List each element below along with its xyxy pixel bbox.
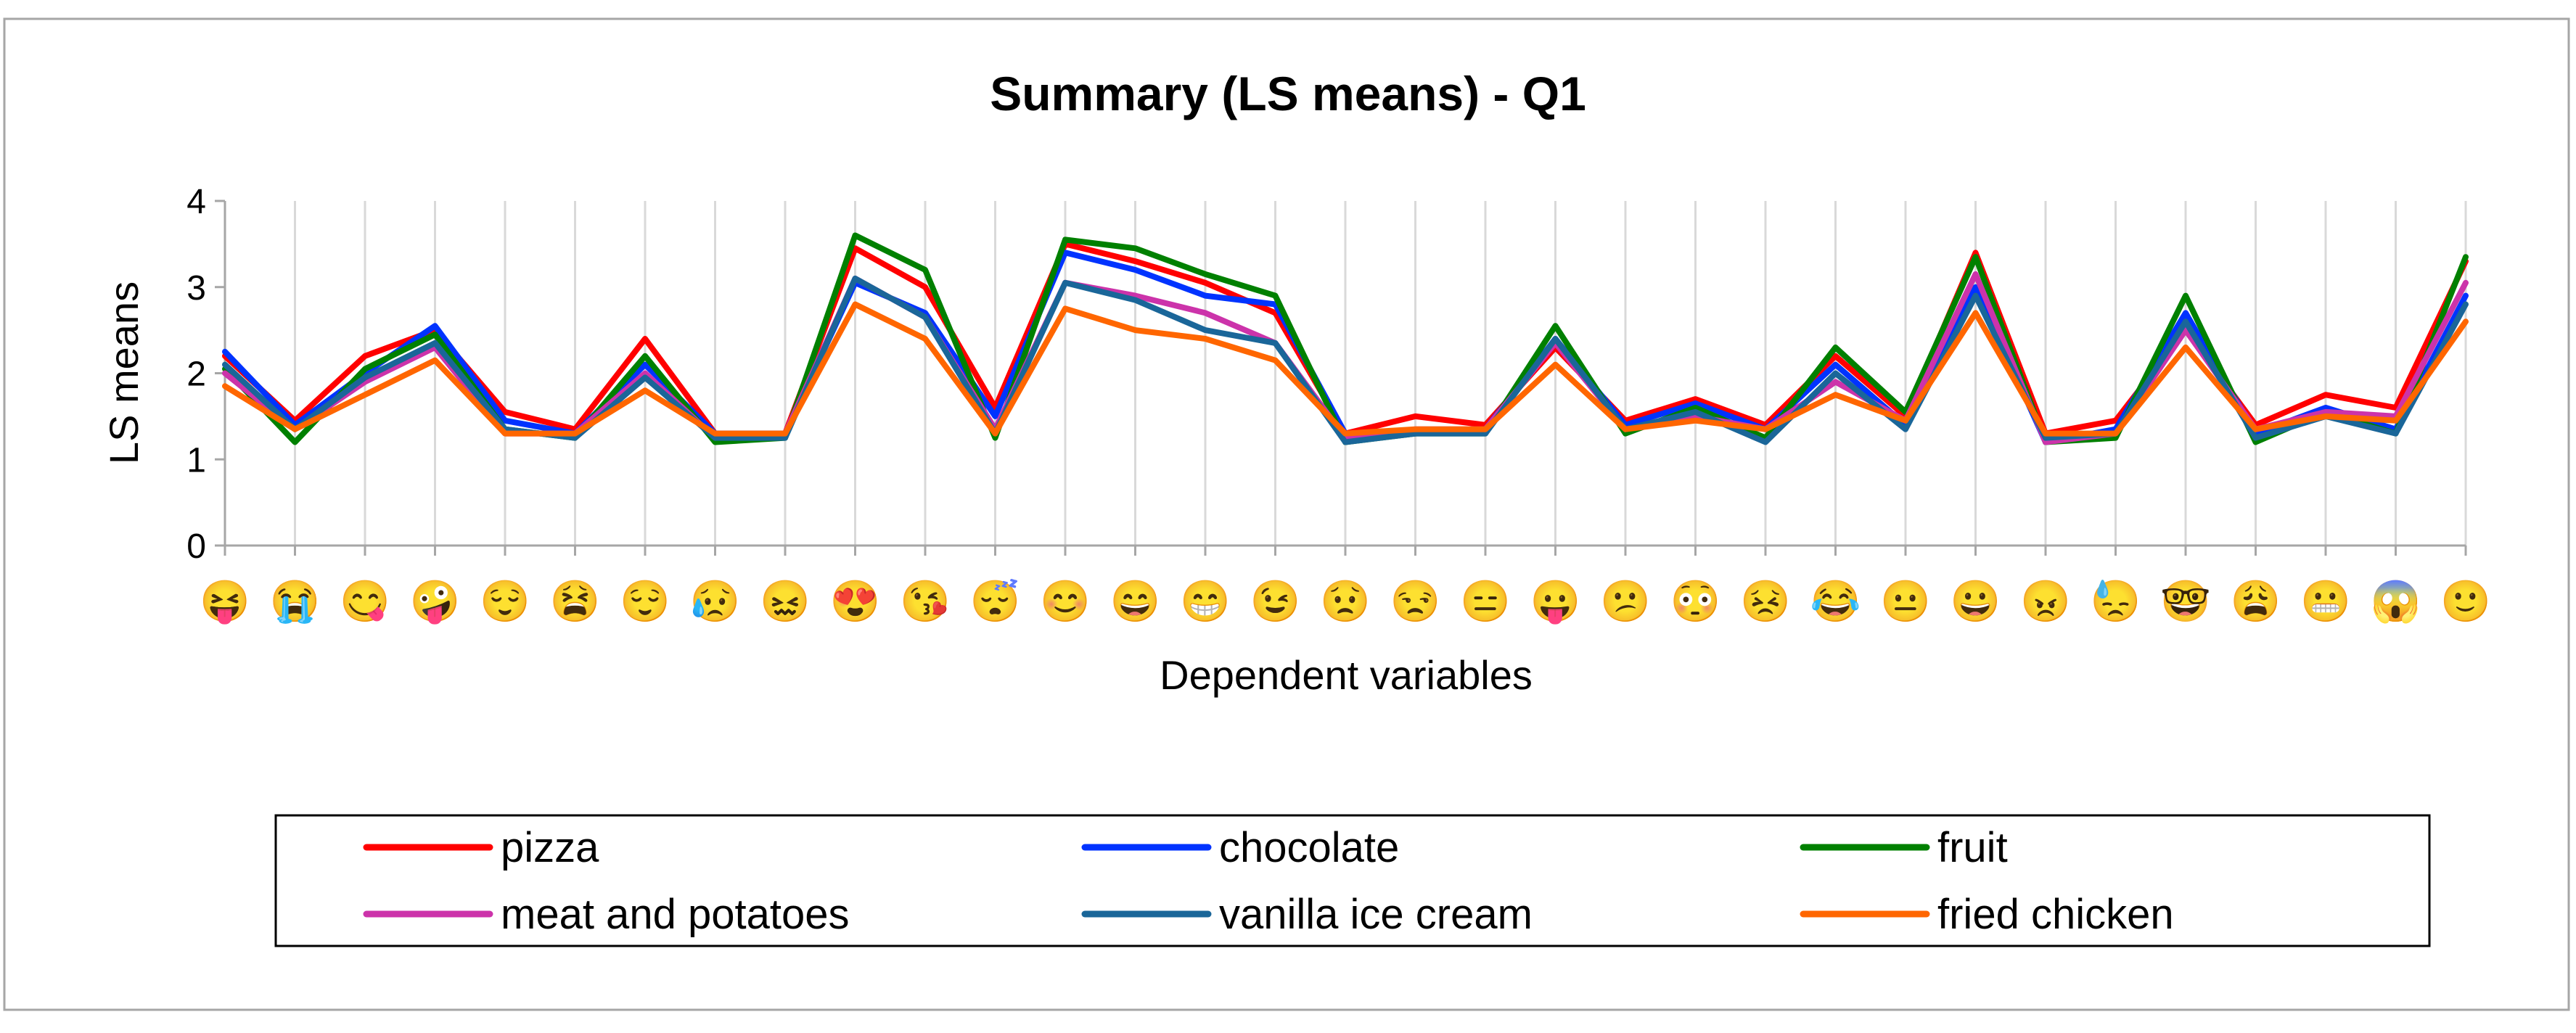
x-tick-label: 😫 [550,578,601,624]
x-tick-label: 😟 [1320,578,1371,624]
x-tick-label: 😌 [620,578,670,624]
y-tick-label: 0 [186,527,206,566]
x-tick-label: 😩 [2231,578,2281,624]
x-tick-label: 😊 [1040,578,1091,624]
x-tick-label: 😌 [480,578,530,624]
x-tick-label: 😐 [1880,578,1931,624]
y-axis-label: LS means [101,281,147,464]
chart-title: Summary (LS means) - Q1 [990,67,1586,120]
x-tick-label: 🤪 [410,578,461,625]
x-tick-label: 😋 [340,578,390,624]
legend-label: pizza [501,824,599,871]
legend-box [274,814,2431,947]
y-tick-label: 4 [186,183,206,221]
axes: 😝 😭 😋 🤪 😌 😫 😌 😥 😖 😍 😘 😴 😊 😄 😁 😉 😟 😒 😑 😛 😕 😳 😣 😂 😐 😀 😠 😓 🤓 😩 😬 😱 🙂 0 1 2 3 4 [186,183,2491,625]
x-tick-label: 😛 [1530,578,1581,625]
x-tick-label: 😕 [1600,578,1651,624]
x-tick-label: 😝 [200,578,250,625]
x-tick-label: 😠 [2020,578,2071,624]
x-tick-label: 😁 [1180,578,1231,624]
x-axis-label: Dependent variables [1160,652,1533,698]
x-tick-label: 🤓 [2160,578,2211,624]
x-tick-label: 😖 [760,578,811,624]
y-tick-label: 1 [186,441,206,480]
x-tick-label: 😄 [1110,578,1161,624]
x-tick-label: 😴 [970,578,1021,624]
legend-label: fried chicken [1937,891,2174,938]
x-tick-label: 😍 [830,578,881,624]
x-tick-label: 🙂 [2440,578,2491,624]
x-tick-label: 😭 [270,578,321,625]
y-tick-label: 2 [186,355,206,394]
x-tick-label: 😑 [1460,578,1511,624]
x-tick-label: 😓 [2091,578,2141,624]
x-tick-label: 😱 [2371,578,2421,625]
x-tick-label: 😘 [900,578,951,624]
x-tick-label: 😳 [1670,578,1721,624]
legend-label: fruit [1937,824,2008,871]
x-tick-label: 😥 [690,578,741,624]
x-tick-label: 😉 [1250,578,1301,624]
legend-label: chocolate [1219,824,1399,871]
x-tick-label: 😣 [1740,578,1791,624]
series-lines [222,232,2469,445]
x-tick-label: 😬 [2300,578,2351,624]
y-tick-label: 3 [186,269,206,308]
legend: pizza chocolate fruit meat and potatoes vani… [274,814,2431,947]
x-tick-label: 😀 [1951,578,2001,624]
legend-label: vanilla ice cream [1219,891,1533,938]
x-tick-label: 😂 [1810,578,1861,624]
legend-label: meat and potatoes [501,891,849,938]
x-tick-label: 😒 [1390,578,1441,624]
series-line-fried-chicken [222,301,2469,437]
